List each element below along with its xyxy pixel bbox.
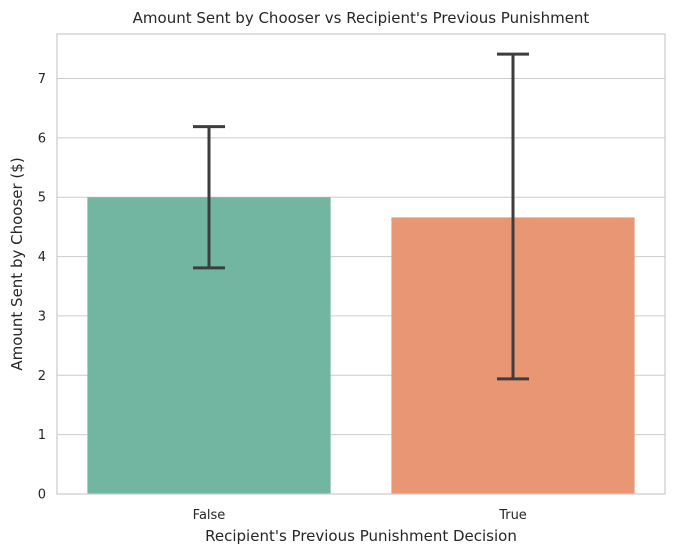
x-axis-label: Recipient's Previous Punishment Decision [205,527,517,545]
error-bar-false [193,125,225,270]
y-tick-label-2: 2 [38,369,46,384]
chart-title: Amount Sent by Chooser vs Recipient's Pr… [133,9,590,27]
x-tick-label-true: True [498,508,527,523]
error-bar-true [497,52,529,381]
bars [87,197,635,495]
x-tick-labels: False True [193,508,527,523]
y-tick-label-6: 6 [38,131,46,146]
plot-frame [56,33,666,495]
y-tick-label-5: 5 [38,191,46,206]
y-tick-label-1: 1 [38,428,46,443]
y-tick-labels: 0 1 2 3 4 5 6 7 [38,72,46,502]
y-tick-label-7: 7 [38,72,46,87]
error-bars [193,52,529,381]
y-tick-label-4: 4 [38,250,46,265]
y-tick-label-0: 0 [38,488,46,503]
y-tick-label-3: 3 [38,309,46,324]
y-axis-label: Amount Sent by Chooser ($) [8,157,26,370]
x-tick-label-false: False [193,508,226,523]
